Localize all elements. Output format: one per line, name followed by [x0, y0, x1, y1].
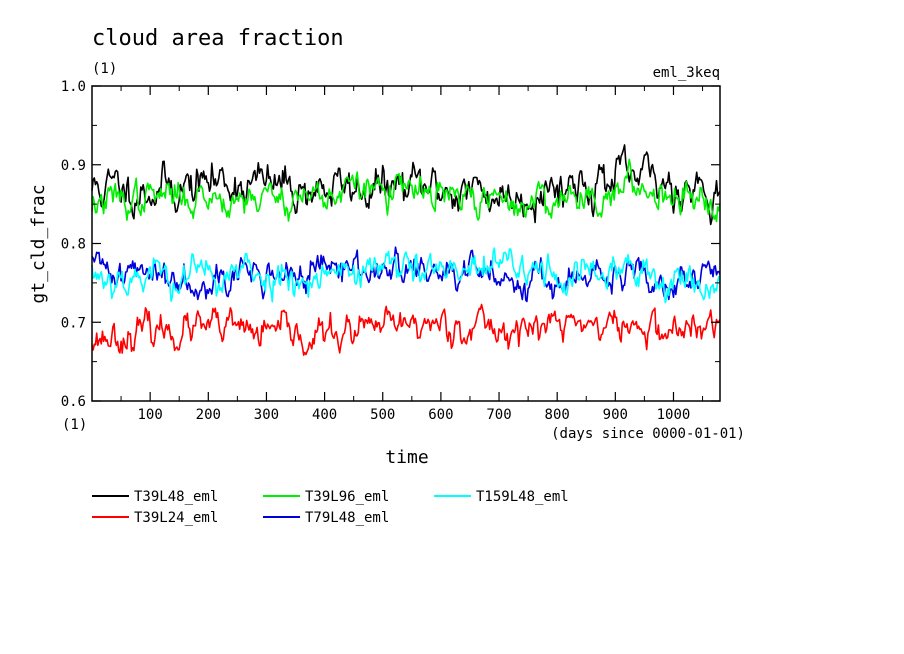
x-tick-label: 400 — [312, 407, 337, 423]
x-unit-label: (days since 0000-01-01) — [551, 426, 745, 442]
plot-frame — [91, 85, 721, 402]
series-line-T39L24_eml — [91, 303, 721, 356]
x-tick-label: 600 — [428, 407, 453, 423]
legend-label-T39L48_eml: T39L48_eml — [134, 489, 218, 505]
y-unit-label: (1) — [62, 417, 87, 433]
y-tick-label: 0.6 — [61, 394, 86, 410]
x-tick-label: 1000 — [657, 407, 691, 423]
chart-unit: (1) — [92, 61, 117, 77]
y-tick-label: 0.9 — [61, 158, 86, 174]
x-tick-label: 100 — [137, 407, 162, 423]
legend-label-T159L48_eml: T159L48_eml — [476, 489, 569, 505]
series-line-T39L96_eml — [91, 158, 721, 223]
legend: T39L48_eml T39L24_eml T39L96_eml T79L48_eml… — [92, 489, 569, 526]
legend-label-T39L24_eml: T39L24_eml — [134, 510, 218, 526]
x-axis-label: time — [385, 447, 428, 468]
y-axis-label: gt_cld_frac — [28, 184, 49, 303]
x-tick-label: 200 — [196, 407, 221, 423]
y-tick-label: 1.0 — [61, 79, 86, 95]
x-tick-label: 500 — [370, 407, 395, 423]
legend-label-T79L48_eml: T79L48_eml — [305, 510, 389, 526]
chart-title: cloud area fraction — [92, 26, 344, 51]
series-line-T159L48_eml — [91, 247, 721, 304]
x-tick-label: 900 — [603, 407, 628, 423]
series-layer — [91, 144, 721, 356]
legend-label-T39L96_eml: T39L96_eml — [305, 489, 389, 505]
y-tick-label: 0.8 — [61, 237, 86, 253]
y-tick-label: 0.7 — [61, 315, 86, 331]
ticks-layer: 0.6 0.7 0.8 0.9 1.0 100 200 300 400 500 600 700 800 9… — [61, 79, 720, 423]
x-tick-label: 700 — [486, 407, 511, 423]
series-line-T39L48_eml — [91, 144, 721, 226]
x-tick-label: 300 — [254, 407, 279, 423]
experiment-label: eml_3keq — [653, 65, 720, 81]
x-tick-label: 800 — [545, 407, 570, 423]
